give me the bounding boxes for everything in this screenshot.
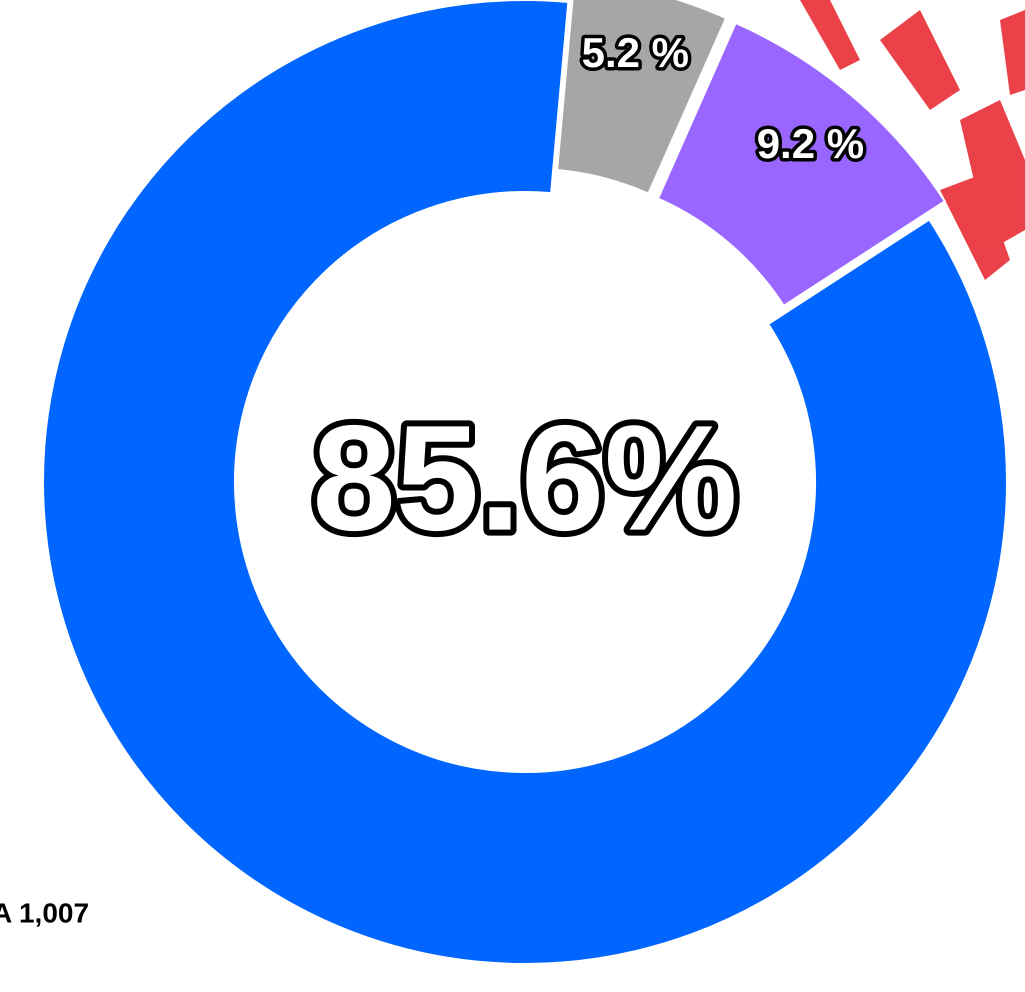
center-label: 85.6% bbox=[312, 394, 737, 562]
donut-slice bbox=[656, 21, 947, 308]
value-label: 5.2 % bbox=[582, 29, 689, 76]
value-label: 9.2 % bbox=[757, 120, 864, 167]
donut-slice bbox=[42, 0, 1008, 965]
annotation: A 1,007 bbox=[0, 897, 89, 928]
donut-slice bbox=[556, 0, 728, 195]
decoration bbox=[800, 0, 1025, 280]
